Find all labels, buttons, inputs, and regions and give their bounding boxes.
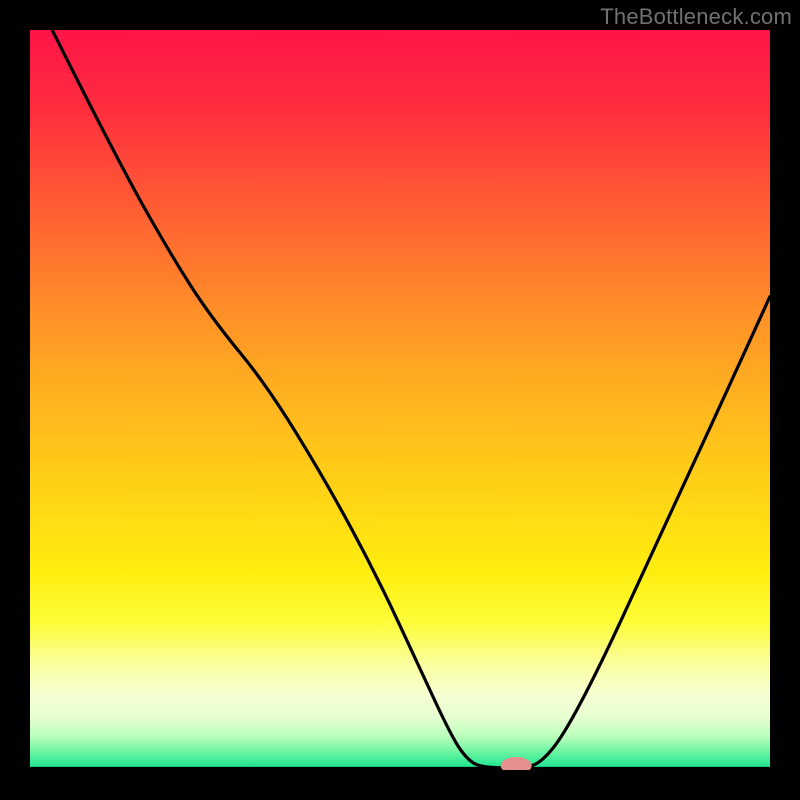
chart-svg xyxy=(30,30,770,770)
plot-area xyxy=(30,30,770,770)
chart-canvas: TheBottleneck.com xyxy=(0,0,800,800)
watermark-label: TheBottleneck.com xyxy=(600,4,792,30)
optimal-marker xyxy=(501,758,531,770)
gradient-background xyxy=(30,30,770,770)
